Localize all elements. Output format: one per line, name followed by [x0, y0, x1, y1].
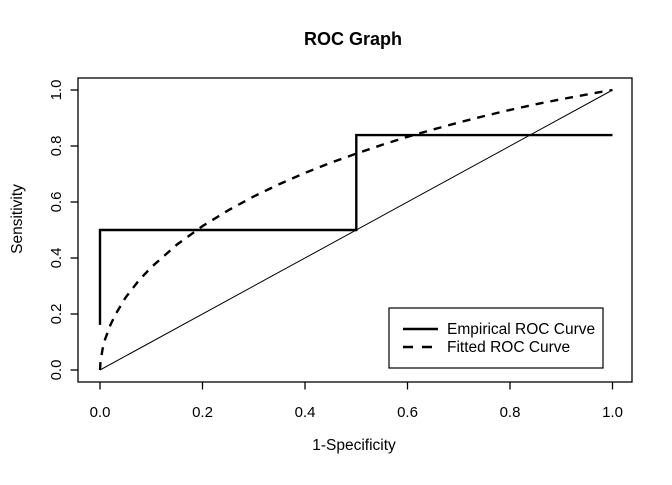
- x-tick-label: 0.8: [500, 404, 521, 421]
- y-axis-label: Sensitivity: [9, 184, 26, 254]
- x-tick-label: 0.2: [192, 404, 213, 421]
- x-axis-label: 1-Specificity: [312, 437, 396, 454]
- legend-label-empirical: Empirical ROC Curve: [447, 321, 595, 338]
- x-tick-label: 0.6: [397, 404, 418, 421]
- y-tick-label: 0.2: [48, 304, 65, 325]
- y-axis-ticks: 0.0 0.2 0.4 0.6 0.8 1.0: [48, 80, 78, 381]
- plot-box: [77, 77, 633, 383]
- y-tick-label: 0.8: [48, 136, 65, 157]
- legend-label-fitted: Fitted ROC Curve: [447, 339, 570, 356]
- x-tick-label: 0.4: [295, 404, 316, 421]
- x-axis-ticks: 0.0 0.2 0.4 0.6 0.8 1.0: [90, 382, 623, 421]
- fitted-roc-curve: [98, 88, 613, 371]
- legend-box: [388, 307, 604, 369]
- y-tick-label: 1.0: [48, 80, 65, 101]
- y-tick-label: 0.6: [48, 192, 65, 213]
- legend: Empirical ROC Curve Fitted ROC Curve: [388, 307, 604, 369]
- x-tick-label: 1.0: [602, 404, 623, 421]
- x-tick-label: 0.0: [90, 404, 111, 421]
- y-tick-label: 0.4: [48, 248, 65, 269]
- empirical-roc-curve: [98, 133, 613, 325]
- y-tick-label: 0.0: [48, 360, 65, 381]
- chart-title: ROC Graph: [304, 29, 402, 49]
